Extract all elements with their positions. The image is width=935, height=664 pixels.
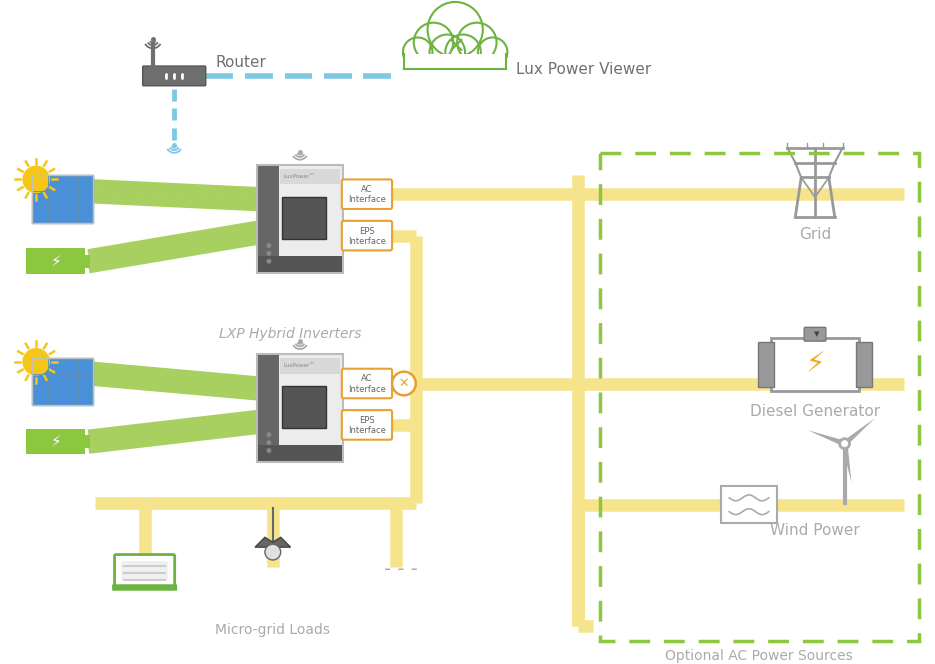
Circle shape [266,440,271,445]
Text: Interface: Interface [348,237,386,246]
Circle shape [266,259,271,264]
FancyBboxPatch shape [282,197,326,239]
Polygon shape [842,418,875,446]
Circle shape [427,2,482,57]
Text: Diesel Generator: Diesel Generator [750,404,880,419]
Circle shape [266,243,271,248]
Text: Optional AC Power Sources: Optional AC Power Sources [666,649,854,663]
Text: Micro-grid Loads: Micro-grid Loads [215,623,330,637]
Text: - - -: - - - [384,560,418,579]
Circle shape [457,23,496,62]
FancyBboxPatch shape [258,165,279,272]
Circle shape [392,372,416,395]
Circle shape [265,544,280,560]
FancyBboxPatch shape [258,355,279,461]
Text: Interface: Interface [348,384,386,394]
FancyBboxPatch shape [121,561,168,580]
Text: ✕: ✕ [398,377,410,390]
FancyBboxPatch shape [342,221,392,250]
FancyBboxPatch shape [280,169,340,185]
Text: Interface: Interface [348,426,386,435]
FancyBboxPatch shape [771,338,859,391]
FancyBboxPatch shape [85,436,91,448]
Text: LuxPower™: LuxPower™ [283,363,315,369]
FancyBboxPatch shape [26,248,85,274]
Text: Grid: Grid [798,226,831,242]
Text: LXP Hybrid Inverters: LXP Hybrid Inverters [219,327,361,341]
FancyBboxPatch shape [758,342,774,388]
FancyBboxPatch shape [257,165,343,273]
Text: Interface: Interface [348,195,386,205]
FancyBboxPatch shape [258,446,342,461]
FancyBboxPatch shape [257,354,343,462]
Text: Wind Power: Wind Power [770,523,860,538]
Circle shape [22,348,50,376]
Circle shape [414,23,453,62]
FancyBboxPatch shape [342,410,392,440]
Text: ▾: ▾ [814,329,820,339]
FancyBboxPatch shape [404,54,507,74]
Polygon shape [255,537,291,547]
Circle shape [266,251,271,256]
Text: Lux Power Viewer: Lux Power Viewer [516,62,652,76]
FancyBboxPatch shape [404,52,507,70]
Polygon shape [808,430,845,446]
Text: EPS: EPS [359,226,375,236]
Text: Router: Router [216,54,266,70]
FancyBboxPatch shape [143,66,206,86]
FancyBboxPatch shape [722,486,777,523]
Circle shape [266,448,271,453]
Text: EPS: EPS [359,416,375,425]
FancyBboxPatch shape [280,358,340,374]
Text: ⚡: ⚡ [50,434,62,449]
Circle shape [445,35,481,70]
FancyBboxPatch shape [85,255,91,268]
FancyBboxPatch shape [258,256,342,272]
FancyBboxPatch shape [804,327,826,341]
FancyBboxPatch shape [112,584,177,591]
Text: AC: AC [361,374,373,383]
FancyBboxPatch shape [282,386,326,428]
FancyBboxPatch shape [26,429,85,454]
FancyBboxPatch shape [856,342,871,388]
FancyBboxPatch shape [32,175,94,223]
FancyBboxPatch shape [342,179,392,209]
Polygon shape [842,443,852,483]
Circle shape [22,165,50,193]
Text: AC: AC [361,185,373,194]
Circle shape [478,37,508,67]
FancyBboxPatch shape [342,369,392,398]
Circle shape [403,37,433,67]
FancyBboxPatch shape [115,554,175,587]
Circle shape [429,35,465,70]
Text: ⚡: ⚡ [50,254,62,269]
Text: ✕: ✕ [446,37,465,56]
Circle shape [840,439,850,449]
Text: LuxPower™: LuxPower™ [283,174,315,179]
Text: ⚡: ⚡ [805,351,825,378]
FancyBboxPatch shape [32,358,94,405]
Circle shape [266,432,271,437]
